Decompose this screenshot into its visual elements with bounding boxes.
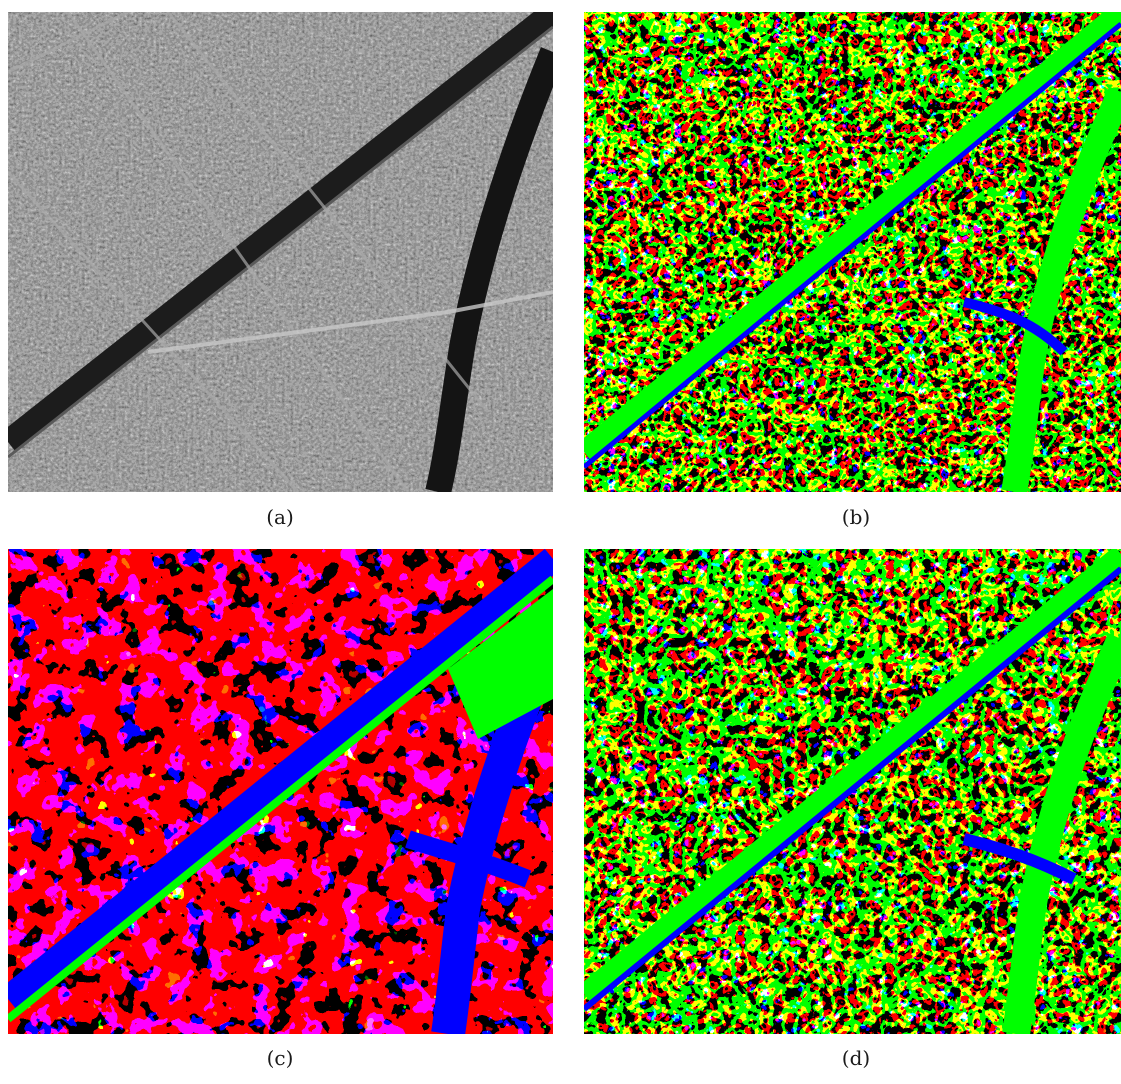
- classification-map-b: [584, 12, 1121, 492]
- classification-map-c-image: [8, 549, 553, 1034]
- caption-c: (c): [266, 1046, 294, 1070]
- caption-b: (b): [841, 505, 871, 529]
- classification-map-d: [584, 549, 1121, 1034]
- classification-map-d-image: [584, 549, 1121, 1034]
- classification-map-b-image: [584, 12, 1121, 492]
- classification-map-c: [8, 549, 553, 1034]
- caption-d: (d): [841, 1046, 871, 1070]
- aerial-image: [8, 12, 553, 492]
- aerial-image-panel: [8, 12, 553, 492]
- caption-a: (a): [266, 505, 294, 529]
